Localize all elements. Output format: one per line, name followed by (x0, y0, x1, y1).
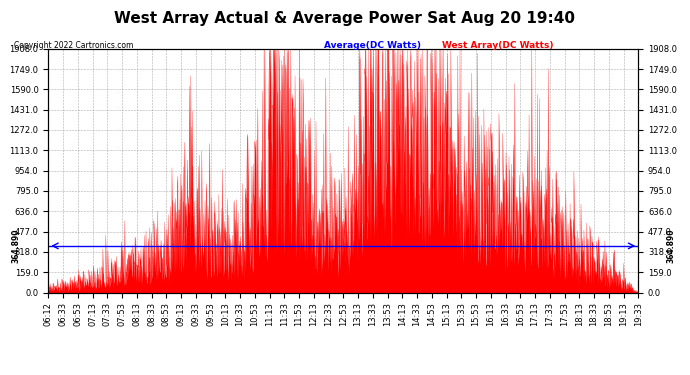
Text: 364.890: 364.890 (667, 229, 676, 263)
Text: Copyright 2022 Cartronics.com: Copyright 2022 Cartronics.com (14, 41, 133, 50)
Text: West Array Actual & Average Power Sat Aug 20 19:40: West Array Actual & Average Power Sat Au… (115, 11, 575, 26)
Text: West Array(DC Watts): West Array(DC Watts) (442, 41, 553, 50)
Text: 364.890: 364.890 (11, 229, 20, 263)
Text: Average(DC Watts): Average(DC Watts) (324, 41, 422, 50)
